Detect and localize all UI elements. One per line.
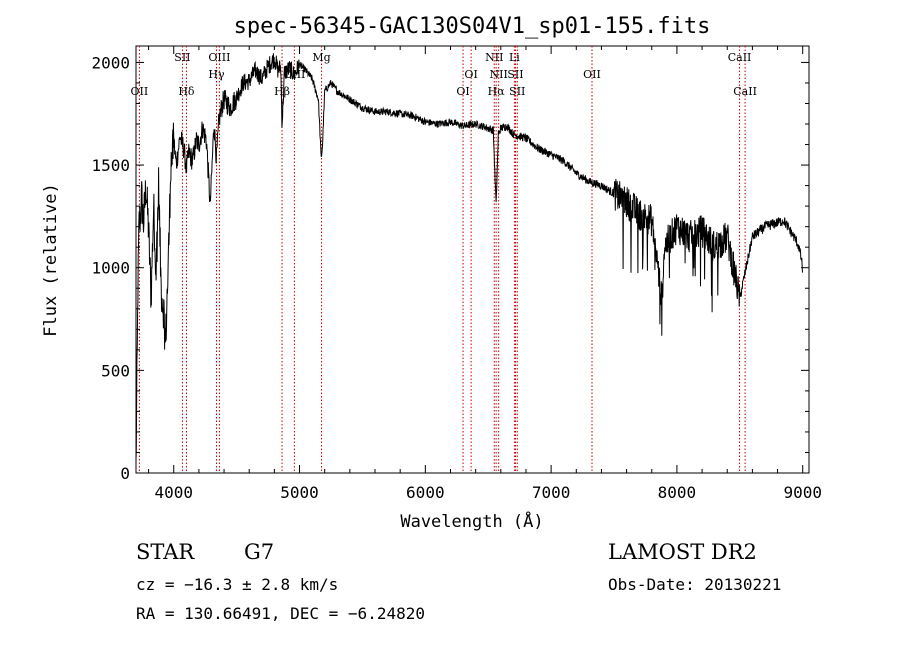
spectral-subclass: G7 (244, 540, 274, 564)
spectrum-line (136, 53, 803, 460)
x-axis-ticks: 4000 5000 6000 7000 8000 9000 (149, 46, 822, 502)
line-label: CaII (733, 85, 757, 98)
y-axis-ticks: 0 500 1000 1500 2000 (91, 53, 809, 483)
chart-title: spec-56345-GAC130S04V1_sp01-155.fits (234, 14, 711, 39)
y-tick-label: 2000 (91, 53, 130, 72)
line-label: OII (131, 85, 149, 98)
y-tick-label: 500 (101, 361, 130, 380)
y-tick-label: 1500 (91, 156, 130, 175)
y-axis-label: Flux (relative) (41, 183, 61, 337)
redshift-readout: cz = −16.3 ± 2.8 km/s (136, 575, 338, 594)
x-axis-label: Wavelength (Å) (400, 510, 543, 532)
y-tick-label: 1000 (91, 259, 130, 278)
x-tick-label: 6000 (406, 483, 445, 502)
x-tick-label: 4000 (154, 483, 193, 502)
line-label: OIII (208, 51, 230, 64)
line-label: OI (456, 85, 469, 98)
line-label: SII (174, 51, 190, 64)
x-tick-label: 8000 (658, 483, 697, 502)
line-label: NII (490, 68, 508, 81)
object-type: STAR (136, 540, 194, 564)
line-label: Li (509, 51, 520, 64)
line-label: OI (464, 68, 477, 81)
line-label: Hα (488, 85, 506, 98)
observation-date: Obs-Date: 20130221 (608, 575, 781, 594)
survey-name: LAMOST DR2 (608, 540, 757, 564)
x-tick-label: 7000 (532, 483, 571, 502)
line-label: Hβ (274, 85, 290, 98)
coordinates-readout: RA = 130.66491, DEC = −6.24820 (136, 604, 425, 623)
y-tick-label: 0 (120, 464, 130, 483)
plot-frame (136, 46, 809, 473)
line-label: OII (583, 68, 601, 81)
line-label: SII (509, 85, 525, 98)
line-label: NII (485, 51, 503, 64)
line-label: Mg (312, 51, 330, 64)
line-label: CaII (728, 51, 752, 64)
line-label: Hδ (178, 85, 195, 98)
x-tick-label: 5000 (280, 483, 319, 502)
x-tick-label: 9000 (783, 483, 822, 502)
line-label: SII (507, 68, 523, 81)
spectrum-chart: spec-56345-GAC130S04V1_sp01-155.fits OII… (0, 0, 900, 649)
line-label: Hγ (208, 68, 225, 81)
